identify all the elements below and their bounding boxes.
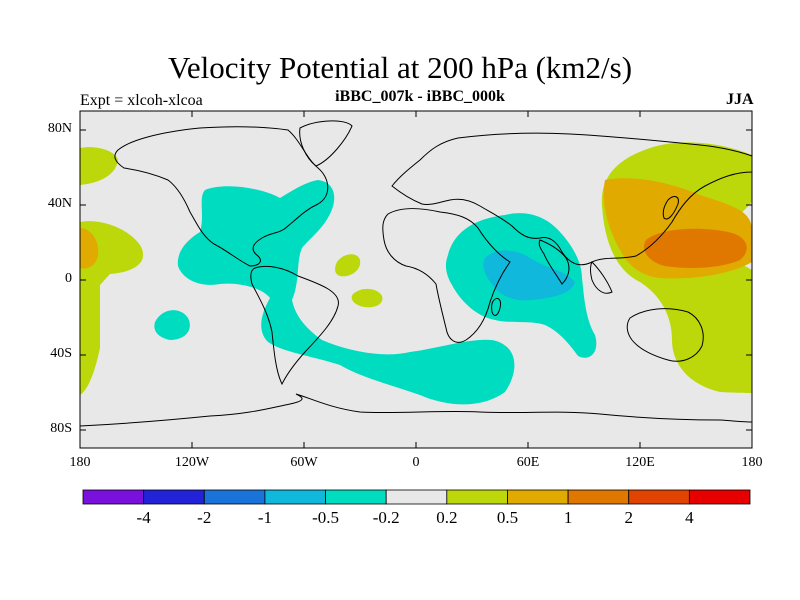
colorbar-box-2 — [203, 489, 266, 505]
colorbar-box-7 — [507, 489, 569, 505]
colorbar-label-5: 0.2 — [436, 508, 458, 527]
contour-fields — [80, 142, 752, 405]
lat-label-40n: 40N — [47, 196, 72, 211]
colorbar-box-3 — [264, 489, 326, 505]
colorbar-box-0 — [82, 489, 145, 505]
colorbar-box-4 — [325, 489, 387, 505]
lon-label-180w: 180 — [69, 455, 91, 470]
lon-label-60w: 60W — [290, 455, 318, 470]
axis-ticks — [80, 111, 752, 448]
colorbar-label-3: -0.5 — [312, 508, 339, 527]
coast-madagascar — [491, 297, 501, 316]
colorbar-label-2: -1 — [257, 508, 272, 527]
contour-arabian-sea-1 — [483, 250, 575, 301]
contour-south-atlantic-positive — [351, 288, 383, 308]
map-title: Velocity Potential at 200 hPa (km2/s) — [167, 50, 633, 85]
colorbar-label-0: -4 — [136, 508, 151, 527]
contour-east-pacific-positive — [80, 221, 144, 395]
colorbar-box-6 — [446, 489, 508, 505]
lat-label-40s: 40S — [50, 346, 72, 361]
lon-label-60e: 60E — [516, 455, 540, 470]
coast-south-america — [250, 265, 339, 386]
colorbar-label-8: 2 — [624, 508, 633, 527]
colorbar — [82, 489, 751, 505]
contour-arctic-positive — [80, 147, 118, 185]
coast-greenland — [299, 120, 353, 167]
season-label: JJA — [726, 91, 754, 108]
colorbar-label-9: 4 — [685, 508, 694, 527]
coast-southeast-asia — [590, 261, 613, 294]
coastlines — [80, 120, 752, 427]
coast-north-america — [114, 126, 329, 267]
contour-americas-negative — [177, 180, 515, 405]
lat-label-80s: 80S — [50, 421, 72, 436]
lon-label-0: 0 — [412, 455, 420, 470]
lon-label-120w: 120W — [174, 455, 210, 470]
colorbar-label-6: 0.5 — [496, 508, 519, 527]
colorbar-box-5 — [385, 489, 448, 505]
coast-antarctica — [80, 393, 752, 427]
experiment-label: Expt = xlcoh-xlcoa — [80, 92, 203, 109]
coast-europe-asia — [391, 132, 752, 266]
coast-japan — [662, 196, 679, 220]
subtitle: iBBC_007k - iBBC_000k — [335, 88, 505, 105]
contour-tropical-atlantic-positive — [335, 254, 361, 277]
colorbar-label-4: -0.2 — [372, 508, 400, 527]
colorbar-box-9 — [628, 489, 690, 505]
lat-label-80n: 80N — [47, 121, 72, 136]
coast-india — [538, 239, 570, 285]
lon-label-120e: 120E — [625, 455, 655, 470]
colorbar-box-10 — [688, 489, 751, 505]
contour-west-pacific-1 — [644, 228, 747, 268]
contour-date-line-0p5 — [80, 228, 99, 269]
coast-australia — [626, 308, 704, 362]
contour-pacific-small-negative — [154, 310, 190, 340]
colorbar-box-8 — [567, 489, 630, 505]
colorbar-label-7: 1 — [563, 508, 573, 527]
colorbar-box-1 — [143, 489, 205, 505]
colorbar-label-1: -2 — [197, 508, 212, 527]
lon-label-180e: 180 — [741, 455, 763, 470]
coast-africa — [382, 208, 511, 343]
lat-label-eq: 0 — [65, 271, 72, 286]
